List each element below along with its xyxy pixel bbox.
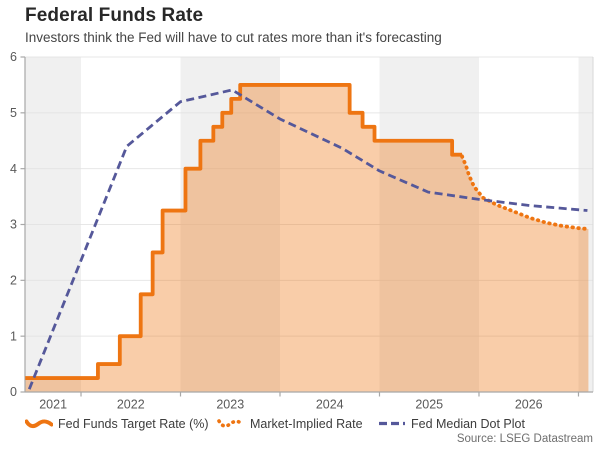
svg-text:1: 1 xyxy=(10,329,17,343)
svg-text:0: 0 xyxy=(10,385,17,399)
chart-canvas: 0 1 2 3 4 5 6 2021 2022 2023 2024 2025 2026 xyxy=(10,50,594,412)
svg-text:2025: 2025 xyxy=(415,398,443,412)
solid-wave-icon xyxy=(25,419,53,429)
svg-text:2: 2 xyxy=(10,274,17,288)
svg-text:2024: 2024 xyxy=(316,398,344,412)
legend-item-market-implied: Market-Implied Rate xyxy=(217,416,363,431)
svg-text:5: 5 xyxy=(10,106,17,120)
svg-text:6: 6 xyxy=(10,50,17,64)
legend-label: Fed Funds Target Rate (%) xyxy=(58,416,209,431)
chart-subtitle: Investors think the Fed will have to cut… xyxy=(25,30,442,45)
legend-label: Fed Median Dot Plot xyxy=(411,416,525,431)
svg-text:2026: 2026 xyxy=(515,398,543,412)
dotted-wave-icon xyxy=(217,419,245,428)
svg-text:3: 3 xyxy=(10,218,17,232)
source-credit: Source: LSEG Datastream xyxy=(456,433,593,445)
legend-item-target-rate: Fed Funds Target Rate (%) xyxy=(25,416,209,431)
chart-title: Federal Funds Rate xyxy=(25,5,204,26)
svg-text:2021: 2021 xyxy=(39,398,67,412)
legend-label: Market-Implied Rate xyxy=(250,416,363,431)
svg-text:4: 4 xyxy=(10,162,17,176)
svg-text:2022: 2022 xyxy=(117,398,145,412)
svg-text:2023: 2023 xyxy=(216,398,244,412)
legend-item-dot-plot: Fed Median Dot Plot xyxy=(378,416,525,431)
dashed-line-icon xyxy=(379,421,405,426)
